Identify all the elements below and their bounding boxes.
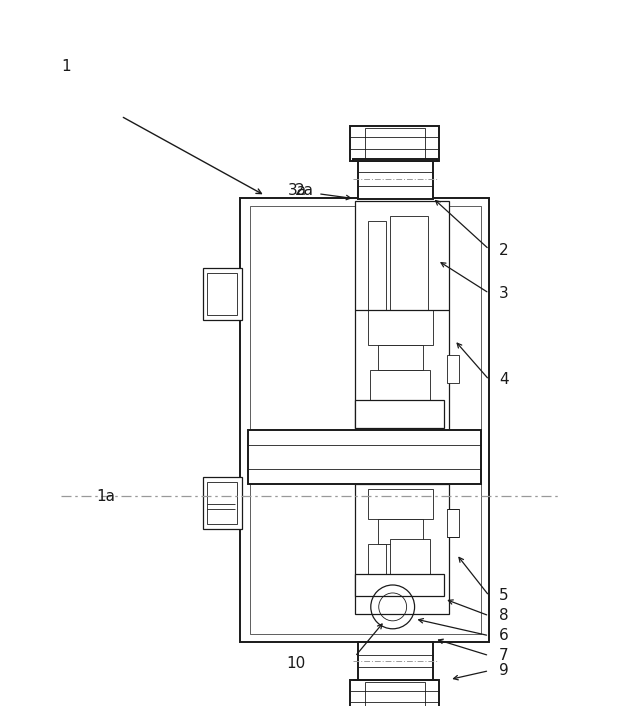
Text: 3: 3 xyxy=(499,286,509,301)
Bar xyxy=(378,519,422,544)
Bar xyxy=(355,484,449,614)
Bar xyxy=(355,200,449,430)
Bar xyxy=(207,273,237,315)
Bar xyxy=(368,310,433,345)
Bar xyxy=(355,400,444,428)
Bar xyxy=(202,477,243,530)
Bar xyxy=(207,482,237,524)
Text: 1: 1 xyxy=(61,59,71,74)
Bar xyxy=(365,682,424,708)
Text: 10: 10 xyxy=(286,656,305,671)
Bar xyxy=(368,221,386,310)
Text: 5: 5 xyxy=(499,588,509,603)
Text: 2a: 2a xyxy=(295,183,314,198)
Bar xyxy=(368,544,386,579)
Bar xyxy=(368,489,433,519)
Bar xyxy=(390,539,429,579)
Bar xyxy=(390,216,428,310)
Text: 4: 4 xyxy=(499,372,509,387)
Bar xyxy=(358,159,433,199)
Text: 8: 8 xyxy=(499,608,509,623)
Text: 2: 2 xyxy=(499,243,509,258)
Text: 3a: 3a xyxy=(288,183,307,198)
Bar xyxy=(250,205,481,634)
Text: 1a: 1a xyxy=(96,489,115,504)
Bar xyxy=(447,509,460,537)
Text: 9: 9 xyxy=(499,663,509,678)
Bar xyxy=(365,128,424,159)
Bar xyxy=(358,641,433,680)
Bar xyxy=(378,345,422,370)
Bar xyxy=(353,159,438,161)
Bar xyxy=(350,126,440,161)
Bar xyxy=(355,574,444,596)
Bar xyxy=(350,680,440,708)
Bar xyxy=(447,355,460,383)
Text: 6: 6 xyxy=(499,628,509,644)
Bar xyxy=(241,198,489,641)
Bar xyxy=(248,430,481,484)
Text: 7: 7 xyxy=(499,649,509,663)
Bar xyxy=(202,268,243,320)
Bar xyxy=(370,370,429,400)
